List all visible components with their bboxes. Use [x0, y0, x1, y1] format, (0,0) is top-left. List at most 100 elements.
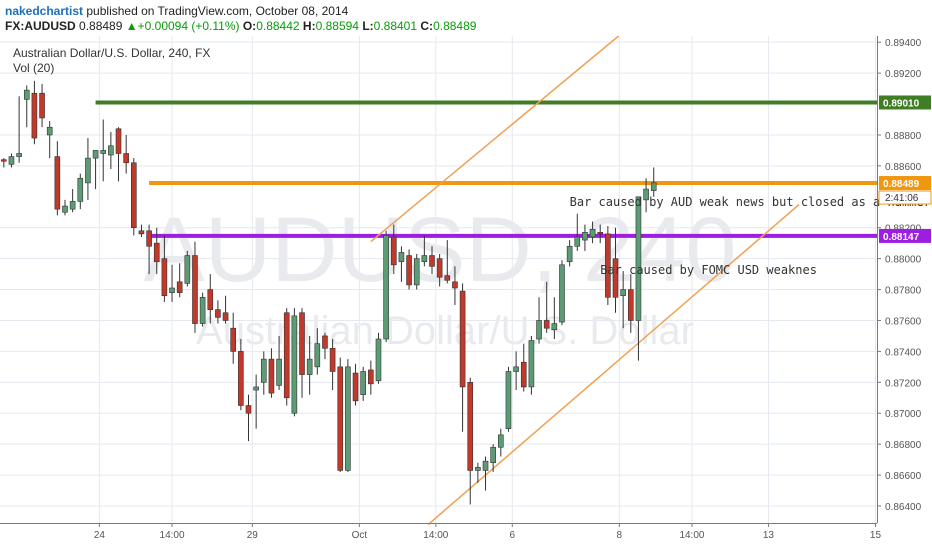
candle — [215, 300, 221, 324]
candle — [1, 158, 7, 168]
down-candle-body — [153, 242, 160, 263]
chart-header: nakedchartist published on TradingView.c… — [0, 0, 932, 37]
down-candle-body — [627, 289, 634, 321]
low-label: L: — [362, 19, 374, 33]
up-candle-body — [199, 296, 206, 324]
down-candle-body — [245, 405, 252, 414]
volume-indicator-label[interactable]: Vol (20) — [13, 61, 55, 75]
candle — [46, 121, 53, 159]
candle — [8, 153, 15, 168]
candle — [207, 274, 214, 324]
author-link[interactable]: nakedchartist — [5, 4, 84, 18]
down-candle-body — [337, 366, 344, 471]
candle — [306, 335, 313, 395]
candle — [421, 235, 428, 267]
annotations: Bar caused by AUD weak news but closed a… — [570, 195, 931, 277]
down-candle-body — [520, 361, 527, 388]
candle — [169, 264, 175, 302]
up-candle-body — [360, 371, 366, 395]
up-candle-body — [314, 343, 321, 368]
candle — [582, 224, 588, 251]
down-candle-body — [192, 255, 198, 324]
candle — [650, 167, 657, 197]
candle — [528, 335, 535, 395]
up-candle-body — [643, 188, 649, 201]
down-candle-body — [146, 230, 152, 247]
candle — [153, 227, 160, 275]
high-value: 0.88594 — [315, 19, 359, 33]
up-candle-body — [69, 201, 76, 210]
candle — [176, 263, 183, 298]
price-tick-label: 0.87000 — [885, 409, 922, 420]
up-candle-body — [46, 126, 53, 136]
candle — [69, 189, 76, 213]
time-tick-label: 8 — [617, 530, 623, 541]
candle — [383, 230, 389, 343]
price-tick-label: 0.87600 — [885, 316, 922, 327]
price-level-label: 0.89010 — [883, 98, 920, 109]
up-candle-body — [513, 366, 519, 372]
up-candle-body — [620, 289, 626, 297]
up-candle-body — [383, 235, 389, 340]
down-candle-body — [54, 156, 61, 210]
down-candle-body — [222, 312, 229, 321]
candle — [146, 224, 152, 275]
countdown-tag — [878, 190, 932, 205]
down-candle-body — [436, 258, 443, 278]
candle — [283, 308, 290, 406]
candle — [490, 444, 496, 472]
candle — [161, 235, 168, 302]
up-candle-body — [16, 153, 22, 157]
down-candle-body — [543, 320, 550, 329]
candle — [192, 241, 198, 333]
up-candle-body — [398, 252, 405, 263]
candle — [238, 339, 244, 411]
time-tick-label: 14:00 — [160, 530, 185, 541]
symbol-name[interactable]: FX:AUDUSD — [5, 19, 76, 33]
up-candle-body — [276, 358, 282, 386]
publication-line: nakedchartist published on TradingView.c… — [5, 4, 348, 18]
up-candle-body — [23, 89, 30, 100]
down-candle-body — [444, 275, 451, 281]
annotation-text: Bar caused by AUD weak news but closed a… — [570, 195, 931, 209]
time-axis[interactable]: 24 14:00 29 Oct 14:00 6 8 14:00 13 15 — [0, 523, 881, 541]
up-candle-body — [100, 150, 107, 154]
candle — [23, 85, 30, 128]
candle — [574, 213, 581, 251]
candle — [31, 80, 38, 145]
candle — [559, 260, 565, 326]
candle — [54, 141, 61, 216]
grid — [0, 36, 932, 550]
down-candle-body — [39, 92, 45, 119]
down-candle-body — [322, 335, 328, 349]
price-level-tag — [879, 176, 931, 191]
down-candle-body — [176, 281, 183, 293]
price-change: +0.00094 (+0.11%) — [137, 19, 240, 33]
down-candle-body — [299, 312, 305, 375]
candle — [345, 359, 351, 472]
candle — [482, 456, 489, 491]
down-candle-body — [138, 230, 145, 235]
down-candle-body — [406, 255, 412, 286]
up-candle-body — [559, 264, 565, 323]
price-level-tag — [879, 228, 931, 243]
down-candle-body — [368, 369, 374, 385]
candle — [222, 295, 229, 324]
price-tick-label: 0.89200 — [885, 69, 922, 80]
up-candle-body — [551, 323, 558, 331]
down-candle-body — [452, 281, 458, 289]
up-candle-body — [169, 287, 175, 293]
price-tick-label: 0.86600 — [885, 471, 922, 482]
candles — [1, 80, 657, 505]
trend-channel — [370, 36, 800, 526]
price-tick-label: 0.87800 — [885, 286, 922, 297]
candle — [85, 138, 91, 200]
annotation-text: Bar caused by FOMC USD weaknes — [600, 263, 817, 277]
price-level-label: 0.88147 — [883, 232, 920, 243]
price-chart[interactable]: AUDUSD, 240 Australian Dollar/U.S. Dolla… — [0, 36, 932, 550]
price-level-tag — [879, 95, 931, 110]
up-candle-body — [85, 157, 91, 184]
price-axis[interactable]: 0.894000.892000.888000.886000.882000.880… — [877, 36, 922, 523]
candle — [444, 240, 451, 284]
price-tick-label: 0.88800 — [885, 131, 922, 142]
